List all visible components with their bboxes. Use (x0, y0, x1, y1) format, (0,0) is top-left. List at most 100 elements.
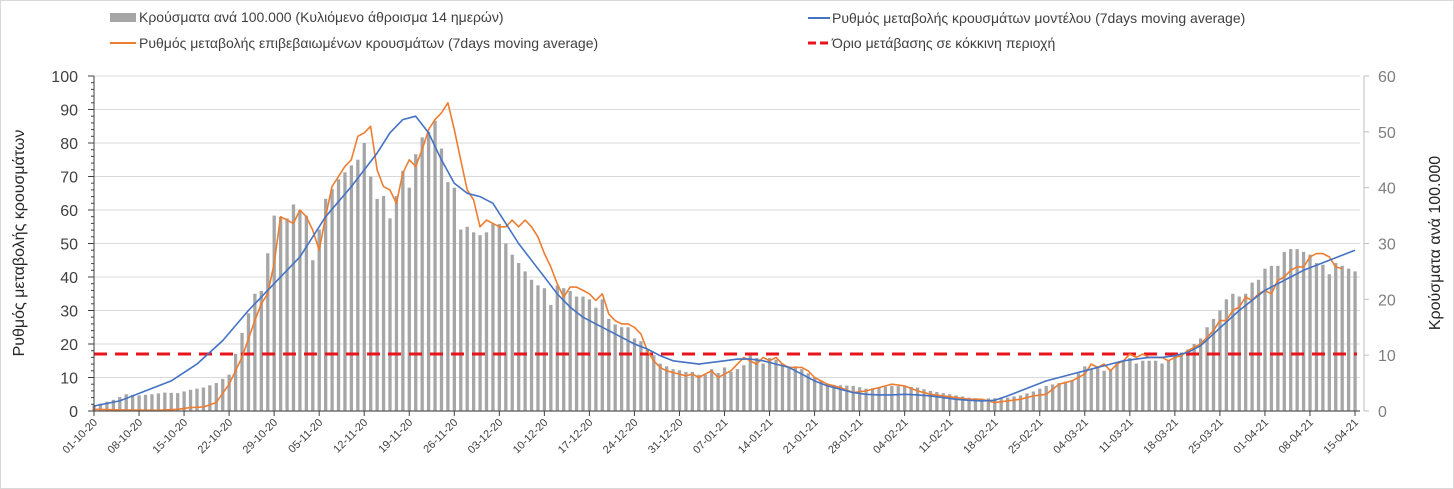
bar (388, 218, 392, 411)
bar (1321, 264, 1325, 411)
y-left-tick-label: 20 (60, 337, 78, 354)
bar (163, 392, 167, 411)
bar (459, 229, 463, 411)
bar (954, 395, 958, 411)
y-right-tick-label: 30 (1378, 237, 1396, 254)
bar (1205, 327, 1209, 411)
x-tick-label: 31-12-20 (646, 417, 686, 457)
bar (607, 318, 611, 411)
x-tick-label: 15-10-20 (151, 417, 191, 457)
legend-threshold-label: Όριο μετάβασης σε κόκκινη περιοχή (831, 35, 1055, 51)
bar (568, 290, 572, 411)
bar (755, 357, 759, 411)
bar (973, 398, 978, 411)
bar (137, 395, 141, 411)
bar (671, 369, 675, 411)
bar (304, 215, 309, 411)
bar (664, 366, 669, 411)
bar (1121, 360, 1126, 411)
bar (941, 393, 945, 411)
bar (1353, 271, 1357, 411)
bar (233, 353, 238, 411)
bar (710, 369, 714, 411)
bar (381, 196, 386, 411)
confirmed-line (93, 102, 1343, 412)
bar (658, 363, 662, 411)
x-tick-label: 29-10-20 (241, 417, 281, 457)
bar (298, 210, 302, 411)
bar (1263, 268, 1267, 411)
bar (420, 137, 424, 411)
bar (735, 369, 740, 411)
bar (343, 172, 347, 411)
bar (1025, 393, 1029, 411)
x-tick-label: 17-12-20 (556, 417, 596, 457)
bar (870, 388, 875, 411)
x-tick-label: 03-12-20 (466, 417, 506, 457)
bar (1282, 251, 1286, 411)
bar (401, 170, 405, 411)
bar (1051, 384, 1055, 411)
bar (729, 371, 733, 411)
legend-confirmed-label: Ρυθμός μεταβολής επιβεβαιωμένων κρουσμάτ… (139, 35, 598, 51)
bar (1327, 274, 1331, 411)
bar (394, 196, 399, 411)
x-tick-label: 08-04-21 (1276, 417, 1316, 457)
bar (845, 385, 849, 411)
bar (851, 385, 855, 411)
bar (1198, 338, 1203, 411)
x-tick-label: 25-02-21 (1006, 417, 1046, 457)
bar (426, 131, 431, 412)
bar (1096, 366, 1100, 411)
bar (838, 385, 843, 411)
bar (562, 288, 566, 411)
bar (915, 387, 920, 411)
bar (201, 387, 206, 411)
bar (349, 165, 354, 411)
bar (510, 254, 514, 411)
bar (150, 394, 154, 411)
bar (639, 341, 643, 411)
bar (471, 232, 476, 411)
bar (433, 120, 437, 412)
bar (703, 374, 707, 411)
bar (1134, 363, 1138, 411)
bar (1289, 249, 1293, 411)
bar (1334, 263, 1338, 411)
bar (1153, 360, 1158, 411)
bar (793, 366, 797, 411)
y-left-tick-label: 40 (60, 270, 78, 287)
x-tick-label: 24-12-20 (601, 417, 641, 457)
bar (221, 378, 225, 411)
bar (922, 389, 926, 411)
x-ticks: 01-10-20 08-10-20 15-10-20 22-10-20 29-10-20… (60, 411, 1361, 456)
bar (523, 271, 527, 411)
bar (1224, 299, 1229, 411)
legend-bars-label: Κρούσματα ανά 100.000 (Κυλιόμενο άθροισμ… (139, 9, 504, 25)
x-tick-label: 22-10-20 (196, 417, 236, 457)
bar (1276, 265, 1280, 411)
bar (800, 369, 804, 411)
y-right-tick-label: 10 (1378, 348, 1396, 365)
legend-model-label: Ρυθμός μεταβολής κρουσμάτων μοντέλου (7d… (832, 10, 1245, 26)
bar (446, 182, 450, 411)
bar (124, 394, 128, 411)
bar (1179, 352, 1183, 411)
bar (1295, 249, 1299, 411)
bar (1192, 344, 1196, 411)
x-tick-label: 21-01-21 (781, 417, 821, 457)
x-tick-label: 11-03-21 (1097, 417, 1136, 456)
bar (980, 398, 984, 411)
bar (626, 327, 630, 411)
y-left-tick-label: 70 (60, 170, 78, 187)
bar (645, 349, 649, 411)
bar (1314, 263, 1319, 411)
bar (555, 285, 559, 411)
bar (356, 159, 360, 411)
bar (414, 154, 418, 411)
y-right-tick-label: 0 (1378, 404, 1387, 421)
y-left-tick-label: 90 (60, 103, 78, 120)
gridlines (94, 75, 1360, 378)
bar (285, 218, 289, 411)
bar (266, 253, 270, 411)
